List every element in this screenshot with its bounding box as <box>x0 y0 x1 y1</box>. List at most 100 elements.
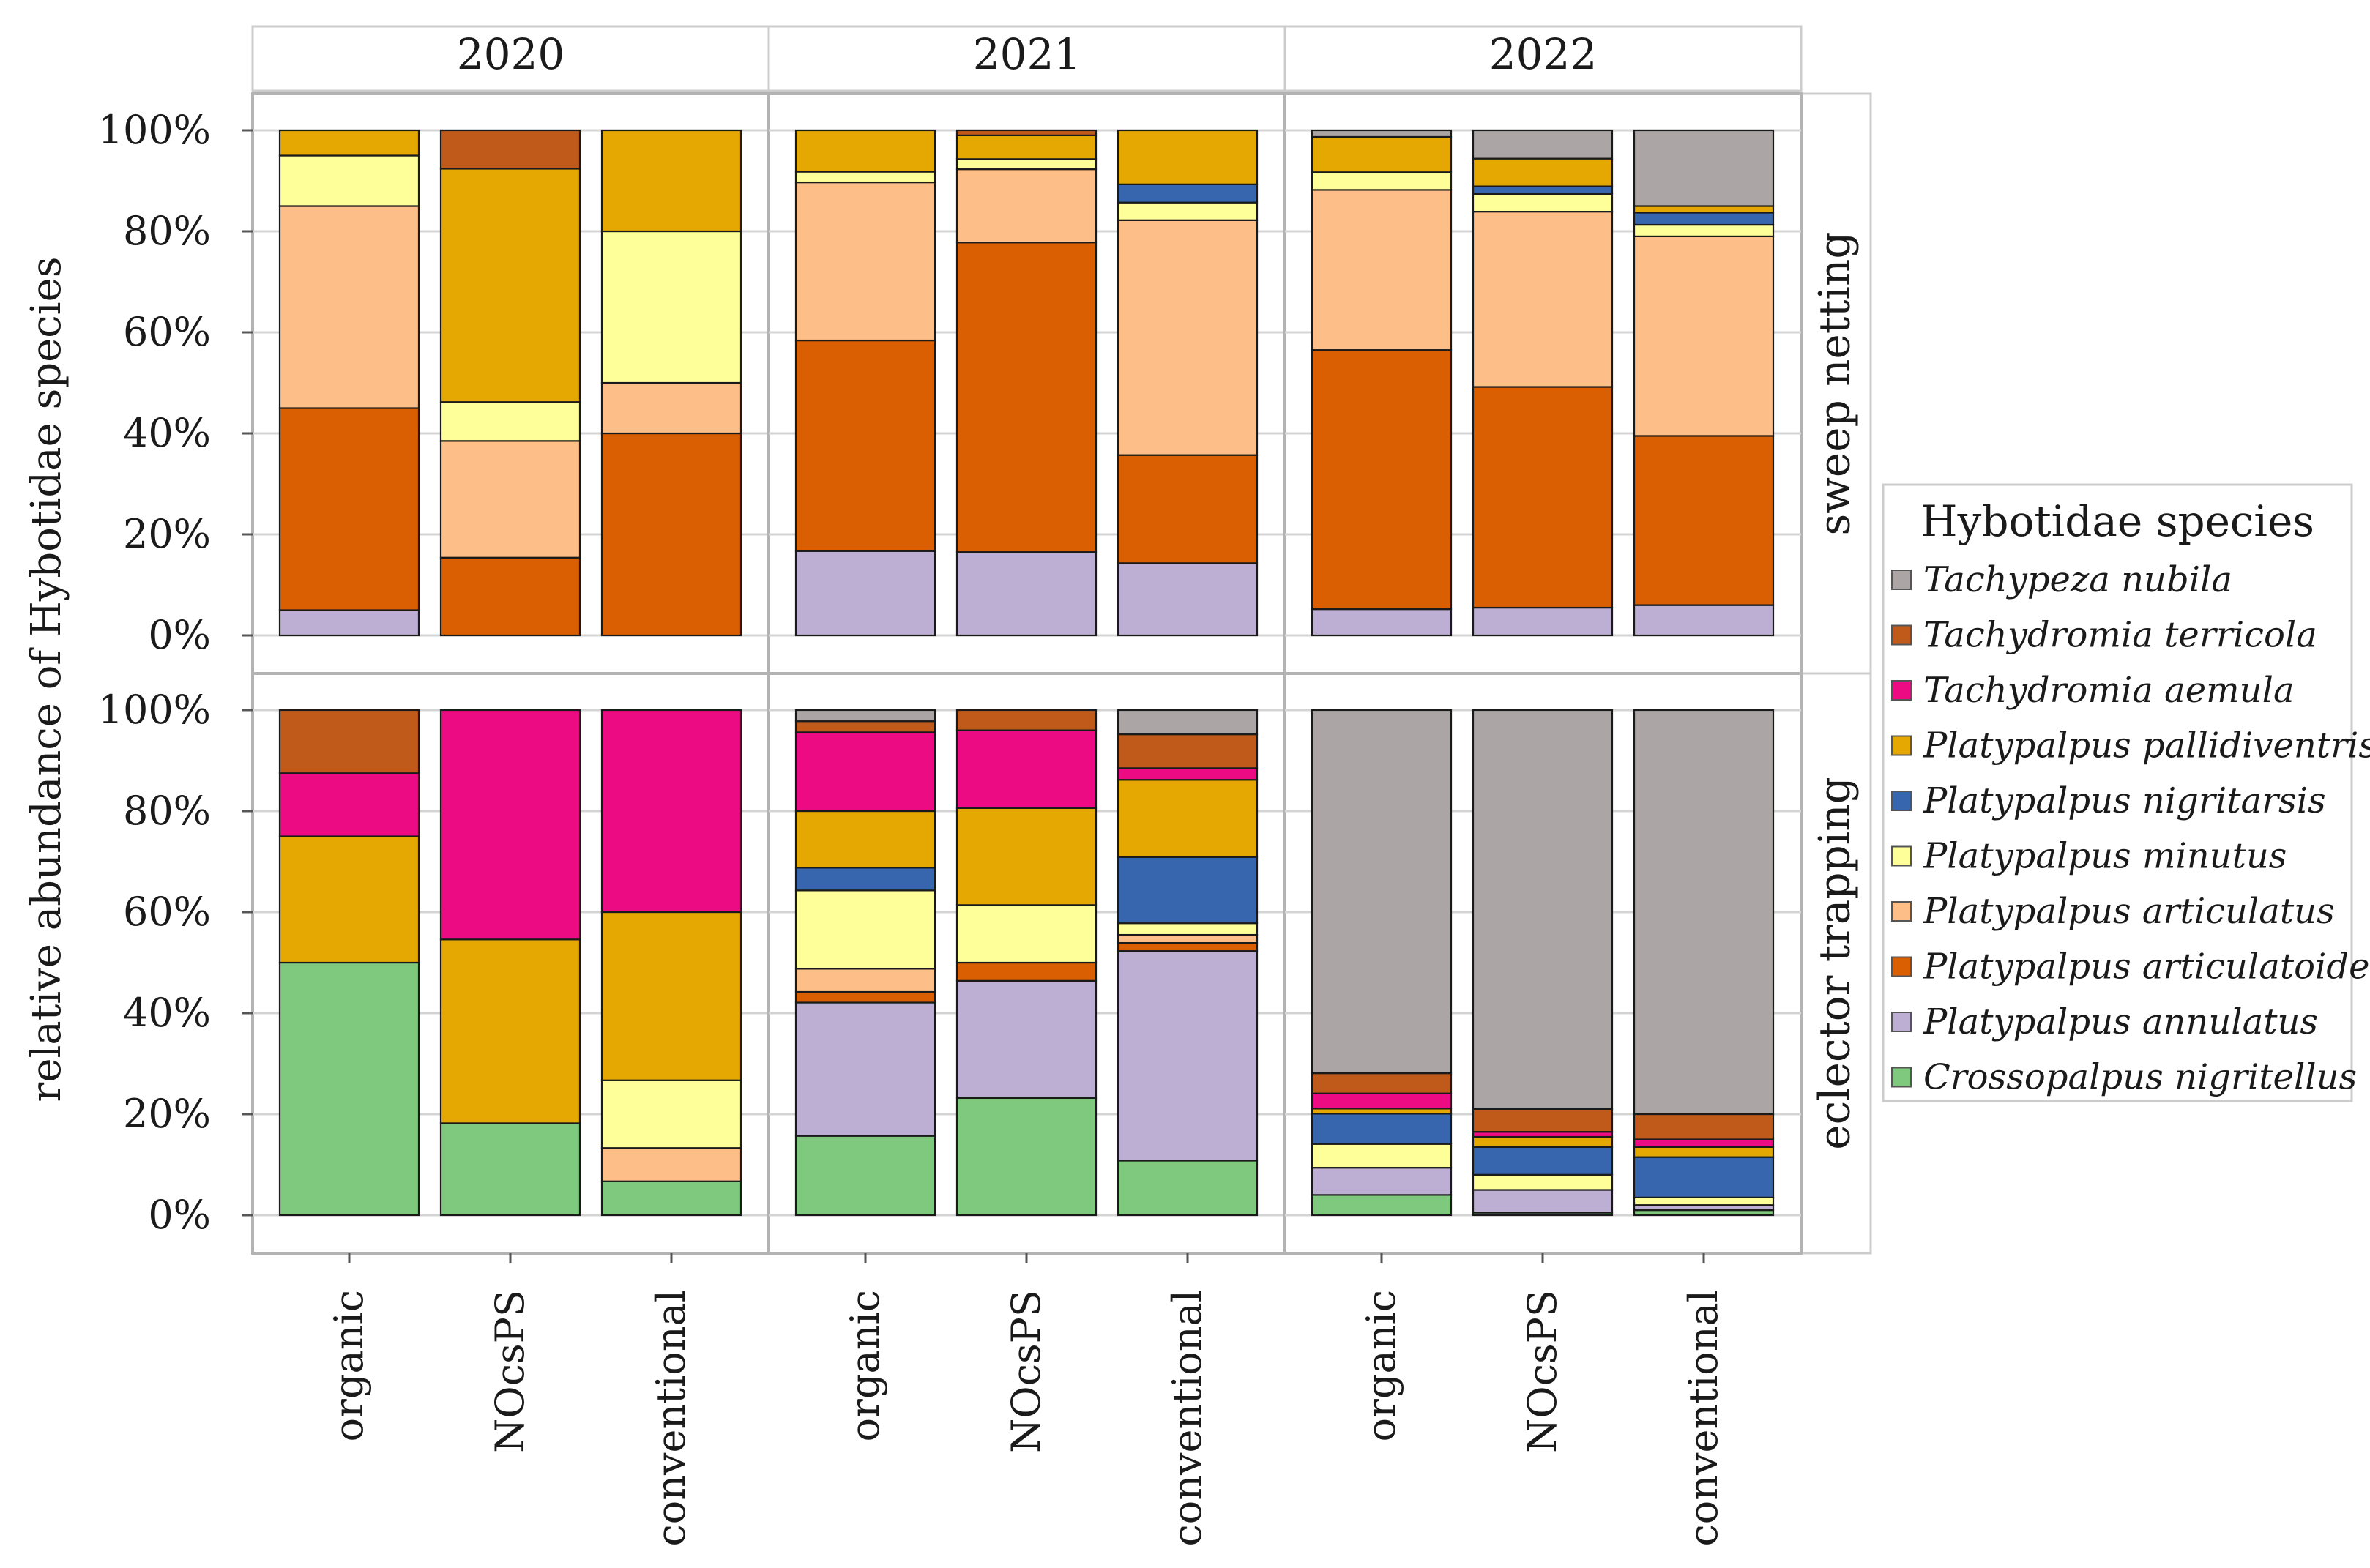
bar-segment-tachydromia-terricola <box>955 709 1098 731</box>
legend-swatch-platypalpus-articulatus <box>1891 901 1912 922</box>
panel-sweep-netting-2022 <box>1283 92 1803 675</box>
x-tick-label-conventional: conventional <box>1680 1290 1726 1547</box>
legend-swatch-platypalpus-articulatoides <box>1891 956 1912 977</box>
bar-segment-platypalpus-pallidiventris <box>1117 779 1259 858</box>
bar-segment-tachypeza-nubila <box>1633 129 1775 207</box>
legend-label-platypalpus-minutus: Platypalpus minutus <box>1923 836 2287 877</box>
bar-segment-platypalpus-articulatoides <box>278 407 420 611</box>
bar-segment-platypalpus-pallidiventris <box>278 835 420 964</box>
y-tick-label: 80% <box>123 788 211 834</box>
bar-segment-tachydromia-aemula <box>1311 1092 1453 1110</box>
facet-label-sweep-netting: sweep netting <box>1810 232 1860 536</box>
x-tick-label-organic: organic <box>326 1290 372 1441</box>
bar-segment-platypalpus-pallidiventris <box>439 168 581 403</box>
bar-segment-platypalpus-pallidiventris <box>278 129 420 157</box>
x-tick-label-conventional: conventional <box>1164 1290 1210 1547</box>
bar-segment-platypalpus-annulatus <box>1311 1167 1453 1196</box>
bar-segment-platypalpus-pallidiventris <box>600 911 742 1081</box>
bar-segment-platypalpus-articulatoides <box>1472 386 1614 609</box>
facet-strip-2020 <box>251 25 770 92</box>
y-axes: 0% 20% 40% 60% 80% 100% 0% 20% 40% 60% 80% 100% <box>98 107 253 1238</box>
bar-segment-tachypeza-nubila <box>1633 709 1775 1116</box>
y-tick-label: 100% <box>98 687 211 733</box>
bar-segment-tachydromia-aemula <box>794 731 936 813</box>
bar-segment-platypalpus-minutus <box>600 230 742 384</box>
bar-segment-platypalpus-nigritarsis <box>1117 183 1259 204</box>
legend-label-crossopalpus-nigritellus: Crossopalpus nigritellus <box>1923 1057 2357 1098</box>
bar-segment-platypalpus-articulatoides <box>1117 454 1259 564</box>
bar-segment-platypalpus-minutus <box>278 154 420 207</box>
bar-segment-platypalpus-articulatus <box>1311 189 1453 351</box>
bar-segment-platypalpus-articulatoides <box>1117 941 1259 952</box>
x-tick-label-organic: organic <box>842 1290 888 1441</box>
legend-label-tachypeza-nubila: Tachypeza nubila <box>1923 559 2232 600</box>
bar-segment-platypalpus-pallidiventris <box>1633 1146 1775 1158</box>
legend-swatch-tachydromia-terricola <box>1891 624 1912 646</box>
bar-segment-platypalpus-articulatus <box>278 205 420 409</box>
chart-panels <box>251 92 1803 1255</box>
x-tick-label-nocsps: NOcsPS <box>1003 1290 1049 1453</box>
bar-segment-tachydromia-aemula <box>439 709 581 941</box>
bar-segment-crossopalpus-nigritellus <box>600 1180 742 1217</box>
bar-segment-platypalpus-articulatus <box>794 181 936 342</box>
bar-segment-platypalpus-nigritarsis <box>1311 1113 1453 1145</box>
bar-segment-platypalpus-minutus <box>794 889 936 970</box>
legend-box <box>1882 483 2353 1102</box>
y-tick-label: 0% <box>148 612 211 658</box>
bar-segment-platypalpus-annulatus <box>1472 606 1614 637</box>
bar-segment-crossopalpus-nigritellus <box>1311 1194 1453 1217</box>
legend-swatch-tachypeza-nubila <box>1891 570 1912 590</box>
bar-segment-platypalpus-annulatus <box>278 609 420 637</box>
bar-segment-platypalpus-minutus <box>1633 1196 1775 1206</box>
bar-segment-platypalpus-annulatus <box>1633 604 1775 637</box>
legend-label-platypalpus-nigritarsis: Platypalpus nigritarsis <box>1923 780 2326 821</box>
legend-swatch-tachydromia-aemula <box>1891 680 1912 701</box>
x-axis: organic NOcsPS conventional organic NOcsPS co… <box>326 1253 1726 1547</box>
bar-segment-tachypeza-nubila <box>794 709 936 723</box>
legend-label-tachydromia-aemula: Tachydromia aemula <box>1923 670 2295 711</box>
bar-segment-platypalpus-pallidiventris <box>794 810 936 869</box>
y-tick-label: 60% <box>123 309 211 355</box>
bar-segment-tachypeza-nubila <box>1472 129 1614 160</box>
y-tick-label: 20% <box>123 1091 211 1137</box>
bar-segment-platypalpus-pallidiventris <box>1472 157 1614 187</box>
panel-sweep-netting-2021 <box>767 92 1286 675</box>
bar-segment-platypalpus-articulatus <box>1633 235 1775 437</box>
bar-segment-platypalpus-articulatoides <box>1311 349 1453 611</box>
bar-segment-crossopalpus-nigritellus <box>1117 1160 1259 1217</box>
bar-segment-tachydromia-terricola <box>1117 733 1259 769</box>
facet-strip-eclector-trapping <box>1800 672 1872 1255</box>
bar-segment-platypalpus-minutus <box>1472 1173 1614 1191</box>
bar-segment-tachydromia-aemula <box>1117 767 1259 781</box>
bar-segment-tachydromia-terricola <box>1311 1072 1453 1094</box>
bar-segment-platypalpus-annulatus <box>955 551 1098 637</box>
bar-segment-crossopalpus-nigritellus <box>439 1122 581 1217</box>
bar-segment-platypalpus-minutus <box>1117 922 1259 936</box>
legend-swatch-platypalpus-minutus <box>1891 845 1912 867</box>
x-tick-label-nocsps: NOcsPS <box>487 1290 533 1453</box>
y-tick-label: 60% <box>123 889 211 935</box>
panel-eclector-trapping-2021 <box>767 672 1286 1255</box>
bar-segment-platypalpus-nigritarsis <box>1117 856 1259 925</box>
legend-swatch-platypalpus-annulatus <box>1891 1012 1912 1032</box>
bar-segment-platypalpus-pallidiventris <box>794 129 936 173</box>
bar-segment-platypalpus-articulatoides <box>955 961 1098 982</box>
bar-segment-crossopalpus-nigritellus <box>278 961 420 1217</box>
y-tick-label: 80% <box>123 208 211 254</box>
bar-segment-platypalpus-annulatus <box>794 550 936 637</box>
bar-segment-platypalpus-annulatus <box>1472 1189 1614 1214</box>
legend-label-tachydromia-terricola: Tachydromia terricola <box>1923 615 2317 656</box>
y-tick-label: 40% <box>123 990 211 1036</box>
facet-strip-2022 <box>1283 25 1803 92</box>
bar-segment-platypalpus-annulatus <box>794 1001 936 1137</box>
bar-segment-platypalpus-minutus <box>955 158 1098 171</box>
panel-eclector-trapping-2022 <box>1283 672 1803 1255</box>
bar-segment-platypalpus-pallidiventris <box>1311 135 1453 173</box>
legend: Hybotidae species Tachypeza nubila Tachydr… <box>1882 483 2370 1102</box>
bar-segment-platypalpus-nigritarsis <box>1472 1146 1614 1176</box>
bar-segment-platypalpus-minutus <box>1311 171 1453 191</box>
bar-segment-platypalpus-pallidiventris <box>1633 205 1775 214</box>
facet-label-eclector-trapping: eclector trapping <box>1810 777 1860 1149</box>
bar-segment-platypalpus-nigritarsis <box>1633 212 1775 226</box>
